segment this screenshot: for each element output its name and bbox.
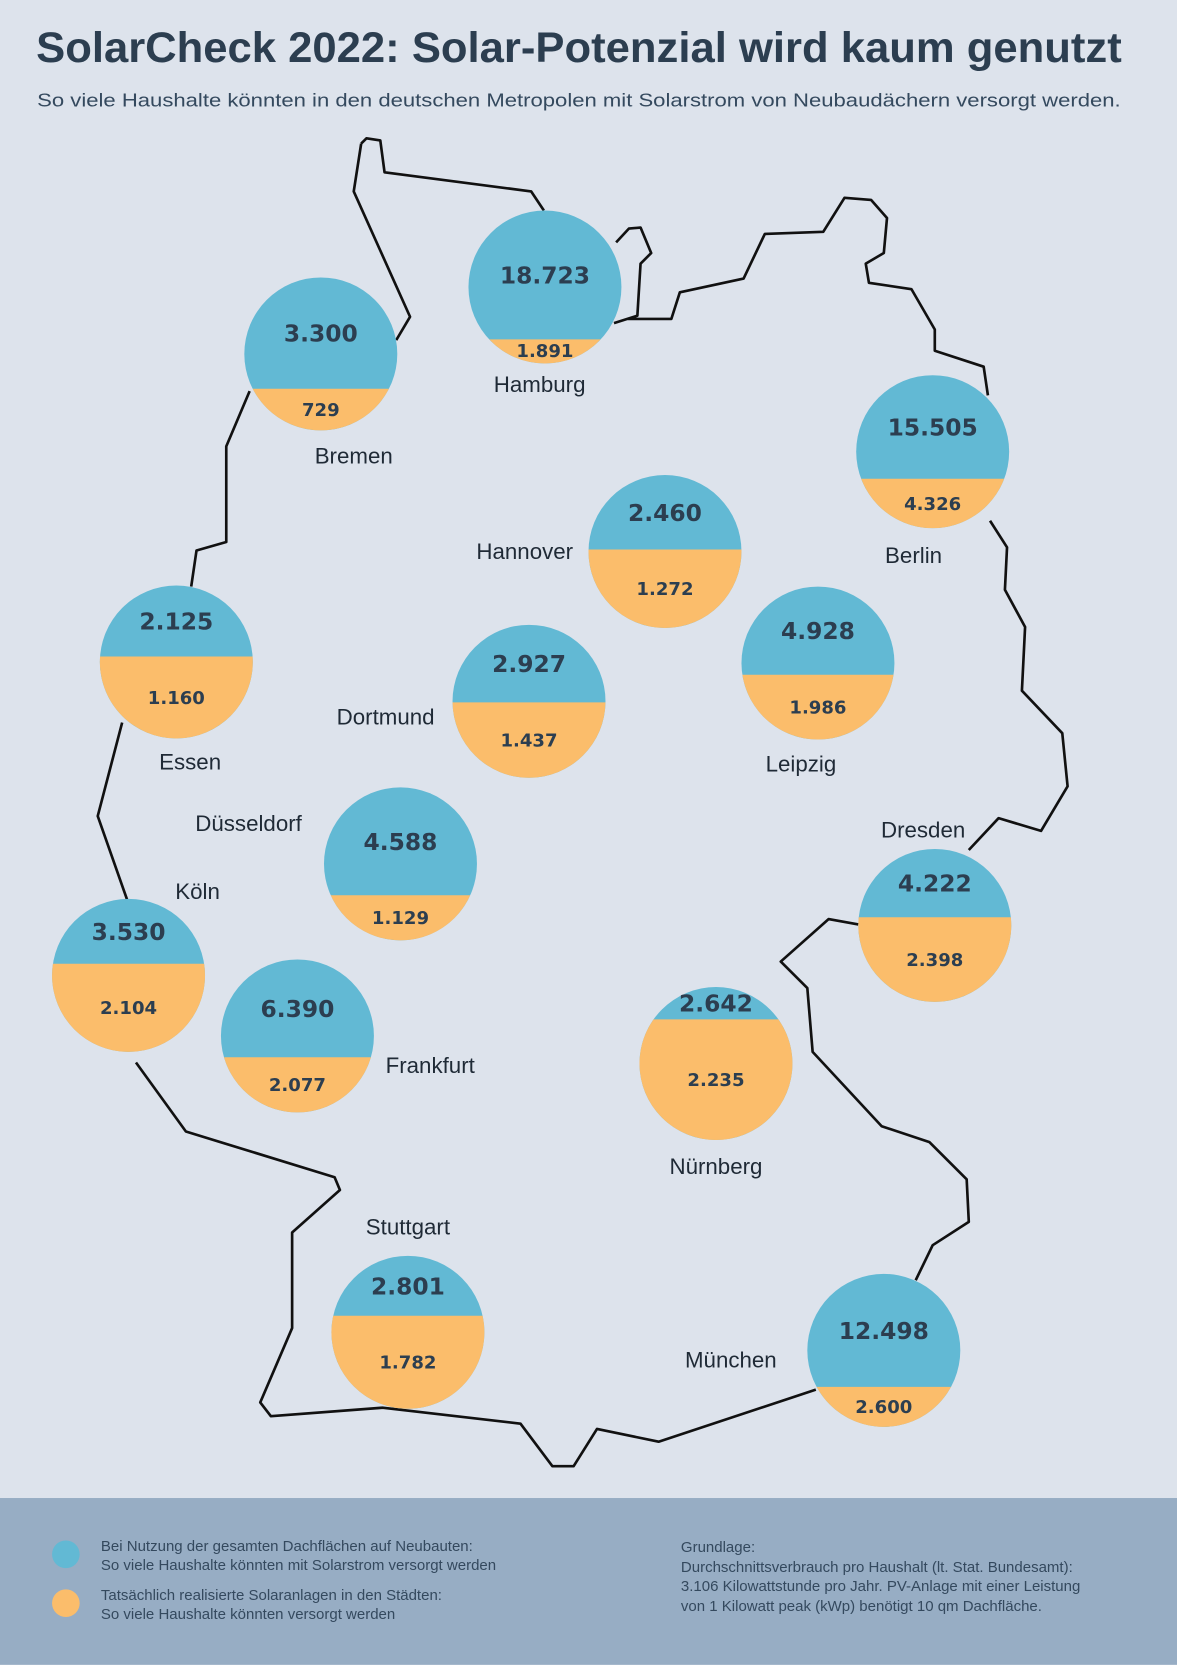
realized-segment [331, 1315, 485, 1409]
potential-label: 4.588 [364, 828, 438, 856]
realized-label: 1.160 [148, 688, 205, 709]
realized-label: 1.986 [789, 698, 846, 719]
realized-label: 2.104 [100, 998, 157, 1019]
realized-label: 1.272 [636, 579, 693, 600]
city-name: Essen [159, 749, 221, 774]
realized-segment [52, 963, 206, 1052]
city-name: Berlin [885, 543, 942, 568]
realized-label: 1.782 [379, 1353, 436, 1374]
potential-label: 3.530 [92, 918, 166, 946]
realized-label: 1.129 [372, 908, 429, 929]
city-name: Köln [175, 879, 220, 904]
city-name: Frankfurt [386, 1053, 476, 1078]
potential-label: 18.723 [500, 261, 590, 289]
realized-label: 2.235 [687, 1070, 744, 1091]
germany-outline [96, 136, 1069, 1468]
title: SolarCheck 2022: Solar-Potenzial wird ka… [36, 25, 1122, 72]
realized-label: 1.891 [516, 341, 573, 362]
city-name: Dresden [881, 817, 965, 842]
legend-entry: Bei Nutzung der gesamten Dachflächen auf… [100, 1538, 497, 1575]
realized-label: 4.326 [904, 494, 961, 515]
realized-segment [252, 388, 389, 431]
note-line: von 1 Kilowatt peak (kWp) benötigt 10 qm… [680, 1598, 1042, 1616]
realized-segment [588, 549, 742, 629]
potential-label: 2.801 [371, 1272, 445, 1300]
note-line: 3.106 Kilowattstunde pro Jahr. PV-Anlage… [680, 1578, 1081, 1596]
legend-entry: Tatsächlich realisierte Solaranlagen in … [100, 1586, 442, 1623]
realized-segment [639, 1019, 793, 1141]
potential-label: 2.642 [679, 990, 753, 1018]
city-name: Düsseldorf [195, 811, 302, 836]
realized-segment [223, 1057, 371, 1113]
realized-segment [330, 895, 471, 941]
city-name: Nürnberg [669, 1154, 762, 1179]
realized-segment [858, 917, 1012, 1002]
note-line: Durchschnittsverbrauch pro Haushalt (lt.… [680, 1558, 1073, 1576]
city-name: Hamburg [494, 372, 586, 397]
realized-segment [99, 656, 253, 739]
legend-swatch [52, 1589, 80, 1617]
potential-label: 2.125 [139, 608, 213, 636]
subtitle: So viele Haushalte könnten in den deutsc… [37, 90, 1121, 110]
city-name: Bremen [315, 443, 393, 468]
realized-label: 2.398 [906, 950, 963, 971]
city-name: Hannover [476, 539, 573, 564]
realized-segment [452, 702, 606, 778]
realized-label: 1.437 [500, 730, 557, 751]
realized-segment [816, 1386, 952, 1427]
potential-label: 4.222 [898, 870, 972, 898]
realized-segment [861, 478, 1005, 529]
realized-segment [489, 339, 601, 364]
realized-segment [742, 674, 894, 740]
potential-label: 12.498 [839, 1317, 929, 1345]
realized-label: 2.600 [855, 1397, 912, 1418]
potential-label: 2.460 [628, 499, 702, 527]
city-name: München [685, 1347, 777, 1372]
potential-circle [468, 210, 622, 364]
note-line: Grundlage: [680, 1539, 756, 1557]
city-name: Dortmund [337, 705, 435, 730]
potential-label: 2.927 [492, 650, 566, 678]
potential-label: 4.928 [781, 617, 855, 645]
potential-label: 15.505 [888, 413, 978, 441]
potential-label: 6.390 [260, 995, 334, 1023]
legend-swatch [52, 1540, 80, 1569]
city-name: Leipzig [766, 751, 837, 776]
potential-label: 3.300 [284, 320, 358, 348]
realized-label: 729 [302, 400, 340, 421]
realized-label: 2.077 [269, 1075, 326, 1096]
footer-band [0, 1498, 1177, 1665]
city-name: Stuttgart [366, 1215, 451, 1240]
